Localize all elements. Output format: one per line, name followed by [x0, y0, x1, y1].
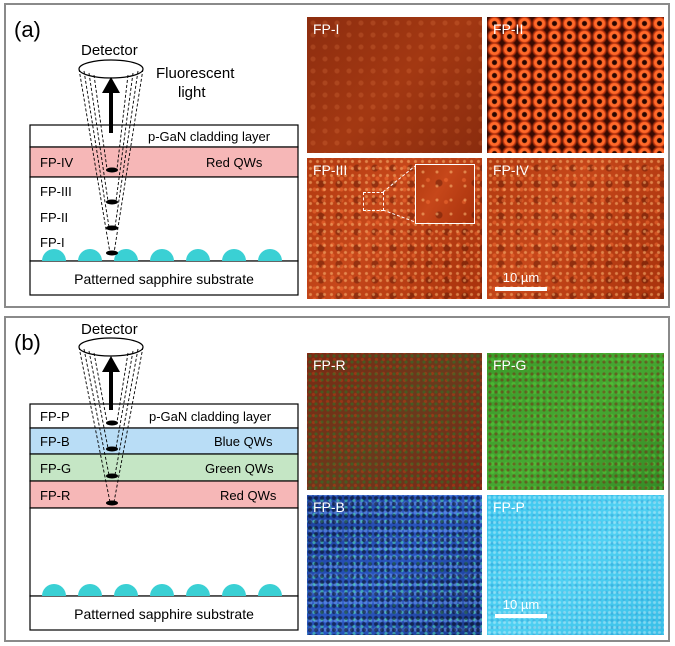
arrow-head-icon-b [102, 356, 120, 372]
focal-points [106, 167, 118, 256]
fp-i-image: FP-I [307, 17, 482, 153]
scale-bar-b: 10 µm [495, 597, 547, 618]
substrate-layer-b [29, 595, 299, 631]
fp-i-image-label: FP-I [313, 21, 340, 37]
substrate-label-b: Patterned sapphire substrate [74, 606, 254, 622]
fp-b-image: FP-B [307, 495, 482, 635]
fp-p-image-label: FP-P [493, 499, 525, 515]
pattern-bumps-b [42, 584, 282, 596]
fp-g-label: FP-G [40, 461, 71, 476]
scale-bar-a: 10 µm [495, 270, 547, 291]
scale-bar-a-label: 10 µm [502, 270, 540, 285]
scale-bar-a-line [495, 287, 547, 291]
substrate-label: Patterned sapphire substrate [74, 271, 254, 287]
detector-label: Detector [81, 42, 138, 59]
panel-b: (b) [4, 316, 670, 642]
collection-cone-b [78, 346, 144, 503]
cladding-label-b: p-GaN cladding layer [149, 409, 272, 424]
fp-iv-image-label: FP-IV [493, 162, 529, 178]
focal-points-b [106, 420, 118, 506]
inset-source-box [363, 192, 384, 211]
scale-bar-b-line [495, 614, 547, 618]
fp-ii-label: FP-II [40, 210, 68, 225]
red-qw-label-b: Red QWs [220, 488, 277, 503]
panel-a-structure-diagram: Detector Fluorescent light p-GaN claddin… [29, 42, 299, 296]
magnified-inset [415, 164, 475, 224]
panel-a: (a) [4, 3, 670, 308]
fp-i-label: FP-I [40, 235, 65, 250]
fp-iii-image: FP-III [307, 158, 482, 299]
cladding-label: p-GaN cladding layer [148, 129, 271, 144]
fp-iv-image: FP-IV 10 µm [487, 158, 664, 299]
fp-r-label: FP-R [40, 488, 70, 503]
detector-icon-b [78, 337, 144, 357]
arrow-head-icon [102, 77, 120, 93]
fp-r-image: FP-R [307, 353, 482, 490]
fp-ii-image: FP-II [487, 17, 664, 153]
fp-iv-label: FP-IV [40, 155, 74, 170]
green-qw-layer [29, 453, 299, 482]
fp-p-image: FP-P 10 µm [487, 495, 664, 635]
inset-connector-lines [382, 165, 416, 223]
fp-g-image: FP-G [487, 353, 664, 490]
fp-b-label: FP-B [40, 434, 70, 449]
red-qw-label: Red QWs [206, 155, 263, 170]
substrate-layer [29, 260, 299, 296]
fp-p-label: FP-P [40, 409, 70, 424]
detector-icon [78, 59, 144, 79]
n-gan-layer [29, 176, 299, 262]
panel-b-structure-diagram: Detector FP-P p-GaN cladding layer FP-B … [29, 321, 299, 631]
fluorescent-label-1: Fluorescent [156, 65, 235, 82]
blue-qw-label: Blue QWs [214, 434, 273, 449]
collection-cone [78, 68, 144, 254]
scale-bar-b-label: 10 µm [502, 597, 540, 612]
fp-iii-label: FP-III [40, 184, 72, 199]
green-qw-label: Green QWs [205, 461, 274, 476]
fp-b-image-label: FP-B [313, 499, 345, 515]
panel-b-label: (b) [14, 330, 41, 355]
detector-label-b: Detector [81, 321, 138, 338]
pattern-bumps [42, 249, 282, 261]
fp-r-image-label: FP-R [313, 357, 346, 373]
n-gan-layer-b [29, 507, 299, 597]
fp-ii-image-label: FP-II [493, 21, 524, 37]
cladding-layer-b [29, 403, 299, 429]
fp-iii-image-label: FP-III [313, 162, 348, 178]
panel-a-label: (a) [14, 17, 41, 42]
fluorescent-label-2: light [178, 84, 206, 101]
fp-g-image-label: FP-G [493, 357, 527, 373]
